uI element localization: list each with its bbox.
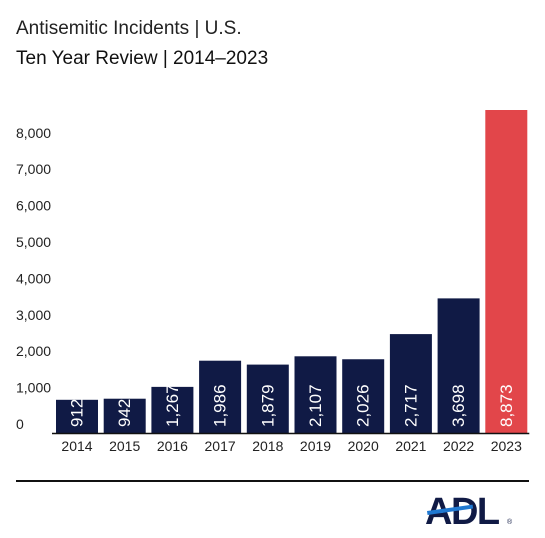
bar bbox=[389, 334, 432, 433]
bar-value-label: 3,698 bbox=[449, 384, 468, 427]
bar-value-label: 2,026 bbox=[354, 384, 373, 427]
bar-value-label: 1,879 bbox=[258, 384, 277, 427]
bar bbox=[246, 364, 289, 433]
y-tick-label: 1,000 bbox=[16, 380, 51, 396]
footer-divider bbox=[16, 480, 529, 482]
x-tick-label: 2017 bbox=[205, 438, 236, 454]
bar-value-label: 8,873 bbox=[497, 384, 516, 427]
bar bbox=[294, 356, 337, 433]
bar bbox=[342, 359, 385, 433]
bar-value-label: 2,107 bbox=[306, 384, 325, 427]
bar-value-label: 912 bbox=[68, 399, 87, 427]
x-tick-label: 2016 bbox=[157, 438, 188, 454]
bar-chart: 0 1,000 2,000 3,000 4,000 5,000 6,000 7,000 8,00… bbox=[16, 110, 530, 454]
logo-registered-mark: ® bbox=[507, 518, 513, 526]
chart-subtitle: Ten Year Review | 2014–2023 bbox=[16, 48, 269, 69]
bar bbox=[485, 110, 528, 433]
y-tick-label: 6,000 bbox=[16, 198, 51, 214]
x-tick-label: 2019 bbox=[300, 438, 331, 454]
y-tick-label: 7,000 bbox=[16, 161, 51, 177]
bar-value-label: 942 bbox=[115, 399, 134, 427]
y-tick-label: 4,000 bbox=[16, 270, 51, 286]
x-tick-label: 2022 bbox=[443, 438, 474, 454]
bar-value-label: 2,717 bbox=[401, 384, 420, 427]
y-tick-label: 2,000 bbox=[16, 343, 51, 359]
x-tick-label: 2023 bbox=[491, 438, 522, 454]
x-tick-label: 2018 bbox=[252, 438, 283, 454]
x-tick-label: 2020 bbox=[348, 438, 379, 454]
y-tick-label: 0 bbox=[16, 416, 24, 432]
bar-value-label: 1,267 bbox=[163, 384, 182, 427]
logo-swoosh bbox=[427, 504, 474, 515]
x-tick-label: 2021 bbox=[395, 438, 426, 454]
chart-title: Antisemitic Incidents | U.S. bbox=[16, 18, 242, 39]
bar-value-label: 1,986 bbox=[211, 384, 230, 427]
y-tick-label: 3,000 bbox=[16, 307, 51, 323]
adl-logo: ADL ® bbox=[425, 491, 513, 529]
x-tick-label: 2015 bbox=[109, 438, 140, 454]
x-tick-label: 2014 bbox=[61, 438, 92, 454]
bar bbox=[437, 298, 480, 433]
y-tick-label: 5,000 bbox=[16, 234, 51, 250]
y-tick-label: 8,000 bbox=[16, 125, 51, 141]
bar bbox=[199, 360, 242, 433]
bar bbox=[103, 398, 146, 433]
bar bbox=[151, 386, 194, 433]
bar bbox=[56, 399, 98, 433]
